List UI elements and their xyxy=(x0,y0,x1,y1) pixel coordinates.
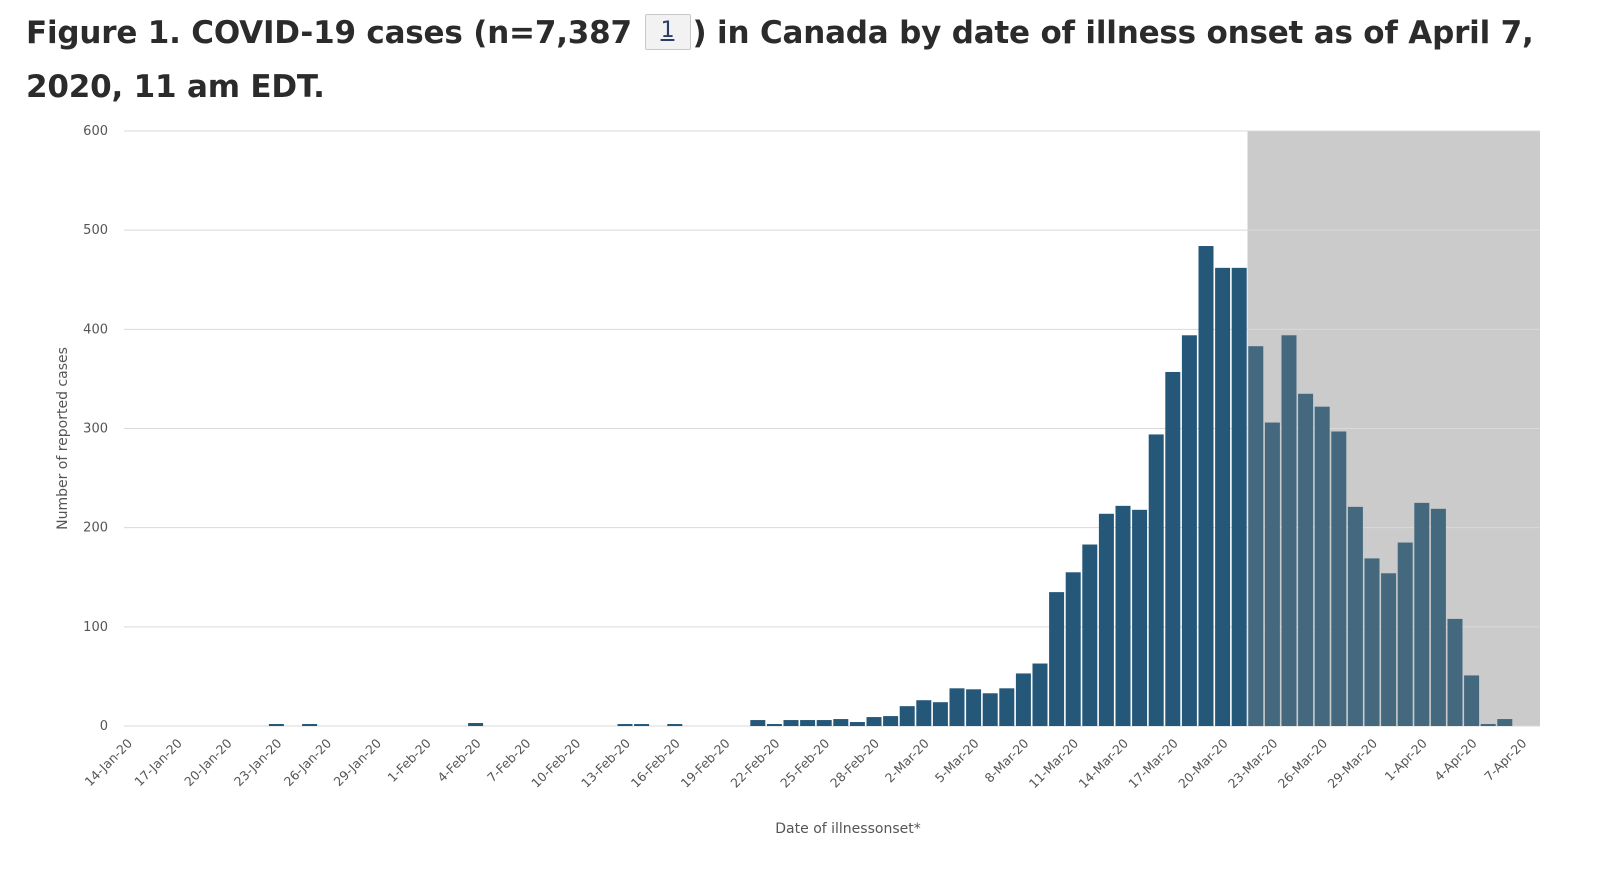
bar-21-Mar-20 xyxy=(1231,267,1247,726)
bar-12-Mar-20 xyxy=(1082,544,1098,726)
y-tick-label: 0 xyxy=(100,719,108,734)
figure-title-text: Figure 1. COVID-19 cases (n=7,387 xyxy=(26,15,643,51)
footnote-link[interactable]: 1 xyxy=(644,14,691,50)
figure-title: Figure 1. COVID-19 cases (n=7,387 1) in … xyxy=(26,6,1586,114)
bar-4-Apr-20 xyxy=(1464,675,1480,726)
bar-27-Mar-20 xyxy=(1331,431,1347,726)
bar-29-Feb-20 xyxy=(883,716,899,726)
bar-28-Mar-20 xyxy=(1347,506,1363,726)
x-tick-label: 13-Feb-20 xyxy=(578,735,633,790)
bar-25-Mar-20 xyxy=(1298,393,1314,726)
bar-22-Mar-20 xyxy=(1248,346,1264,726)
x-tick-label: 29-Jan-20 xyxy=(331,735,385,789)
bar-28-Feb-20 xyxy=(866,717,882,726)
x-tick-label: 19-Feb-20 xyxy=(678,735,733,790)
bar-6-Apr-20 xyxy=(1497,719,1513,726)
x-tick-label: 16-Feb-20 xyxy=(628,735,683,790)
bar-27-Feb-20 xyxy=(849,722,865,726)
bar-26-Feb-20 xyxy=(833,719,849,726)
bar-24-Mar-20 xyxy=(1281,335,1297,726)
x-tick-label: 4-Apr-20 xyxy=(1431,735,1479,783)
x-tick-label: 17-Mar-20 xyxy=(1125,735,1181,791)
bar-13-Feb-20 xyxy=(617,724,633,726)
bar-3-Mar-20 xyxy=(932,702,948,726)
bar-5-Apr-20 xyxy=(1480,724,1496,726)
bar-1-Mar-20 xyxy=(899,706,915,726)
x-tick-label: 23-Mar-20 xyxy=(1225,735,1281,791)
bar-22-Feb-20 xyxy=(766,724,782,726)
x-tick-label: 8-Mar-20 xyxy=(982,735,1032,785)
bar-14-Mar-20 xyxy=(1115,505,1131,726)
bar-10-Mar-20 xyxy=(1049,592,1065,726)
bar-20-Mar-20 xyxy=(1215,267,1231,726)
x-tick-label: 17-Jan-20 xyxy=(131,735,185,789)
bar-19-Mar-20 xyxy=(1198,246,1214,727)
y-tick-label: 600 xyxy=(83,124,108,139)
x-tick-label: 4-Feb-20 xyxy=(434,735,484,785)
bar-30-Mar-20 xyxy=(1381,573,1397,726)
x-tick-label: 5-Mar-20 xyxy=(932,735,982,785)
x-tick-label: 2-Mar-20 xyxy=(882,735,932,785)
bar-31-Mar-20 xyxy=(1397,542,1413,726)
x-tick-label: 1-Apr-20 xyxy=(1382,735,1430,783)
bar-1-Apr-20 xyxy=(1414,502,1430,726)
x-tick-label: 10-Feb-20 xyxy=(528,735,583,790)
bar-29-Mar-20 xyxy=(1364,558,1380,726)
x-axis-label: Date of illnessonset* xyxy=(775,821,920,837)
bars xyxy=(268,246,1513,727)
bar-25-Feb-20 xyxy=(816,720,832,726)
x-tick-label: 22-Feb-20 xyxy=(727,735,782,790)
x-axis-ticks: 14-Jan-2017-Jan-2020-Jan-2023-Jan-2026-J… xyxy=(82,735,1530,791)
x-tick-label: 14-Mar-20 xyxy=(1076,735,1132,791)
x-tick-label: 29-Mar-20 xyxy=(1325,735,1381,791)
bar-23-Jan-20 xyxy=(268,724,284,726)
bar-21-Feb-20 xyxy=(750,720,766,726)
y-tick-label: 500 xyxy=(83,223,108,238)
y-axis-label: Number of reported cases xyxy=(55,347,71,530)
y-tick-label: 100 xyxy=(83,620,108,635)
bar-26-Mar-20 xyxy=(1314,406,1330,726)
bar-9-Mar-20 xyxy=(1032,663,1048,726)
x-tick-label: 20-Mar-20 xyxy=(1175,735,1231,791)
x-tick-label: 28-Feb-20 xyxy=(827,735,882,790)
bar-17-Mar-20 xyxy=(1165,371,1181,726)
x-tick-label: 7-Feb-20 xyxy=(484,735,534,785)
bar-15-Mar-20 xyxy=(1132,509,1148,726)
bar-11-Mar-20 xyxy=(1065,572,1081,726)
x-tick-label: 11-Mar-20 xyxy=(1026,735,1082,791)
x-tick-label: 14-Jan-20 xyxy=(82,735,136,789)
y-axis-ticks: 0 100 200 300 400 500 600 xyxy=(83,124,108,734)
bar-5-Mar-20 xyxy=(966,689,982,726)
y-tick-label: 300 xyxy=(83,422,108,437)
bar-14-Feb-20 xyxy=(634,724,650,726)
bar-23-Feb-20 xyxy=(783,720,799,726)
x-tick-label: 26-Mar-20 xyxy=(1275,735,1331,791)
x-tick-label: 1-Feb-20 xyxy=(384,735,434,785)
bar-16-Feb-20 xyxy=(667,724,683,726)
x-tick-label: 26-Jan-20 xyxy=(281,735,335,789)
bar-16-Mar-20 xyxy=(1148,434,1164,726)
y-tick-label: 200 xyxy=(83,521,108,536)
bar-18-Mar-20 xyxy=(1181,335,1197,726)
bar-6-Mar-20 xyxy=(982,693,998,726)
bar-7-Mar-20 xyxy=(999,688,1015,726)
x-tick-label: 23-Jan-20 xyxy=(231,735,285,789)
bar-4-Mar-20 xyxy=(949,688,965,726)
x-tick-label: 25-Feb-20 xyxy=(777,735,832,790)
bar-4-Feb-20 xyxy=(468,723,484,726)
bar-8-Mar-20 xyxy=(1015,673,1031,726)
y-tick-label: 400 xyxy=(83,322,108,337)
bar-24-Feb-20 xyxy=(800,720,816,726)
x-tick-label: 7-Apr-20 xyxy=(1481,735,1529,783)
bar-23-Mar-20 xyxy=(1264,422,1280,726)
figure-title-text-continued: ) in Canada by date of illness onset as … xyxy=(26,15,1534,105)
bar-2-Mar-20 xyxy=(916,700,932,726)
bar-13-Mar-20 xyxy=(1098,513,1114,726)
bar-3-Apr-20 xyxy=(1447,618,1463,726)
x-tick-label: 20-Jan-20 xyxy=(181,735,235,789)
bar-2-Apr-20 xyxy=(1430,508,1446,726)
bar-25-Jan-20 xyxy=(302,724,318,726)
